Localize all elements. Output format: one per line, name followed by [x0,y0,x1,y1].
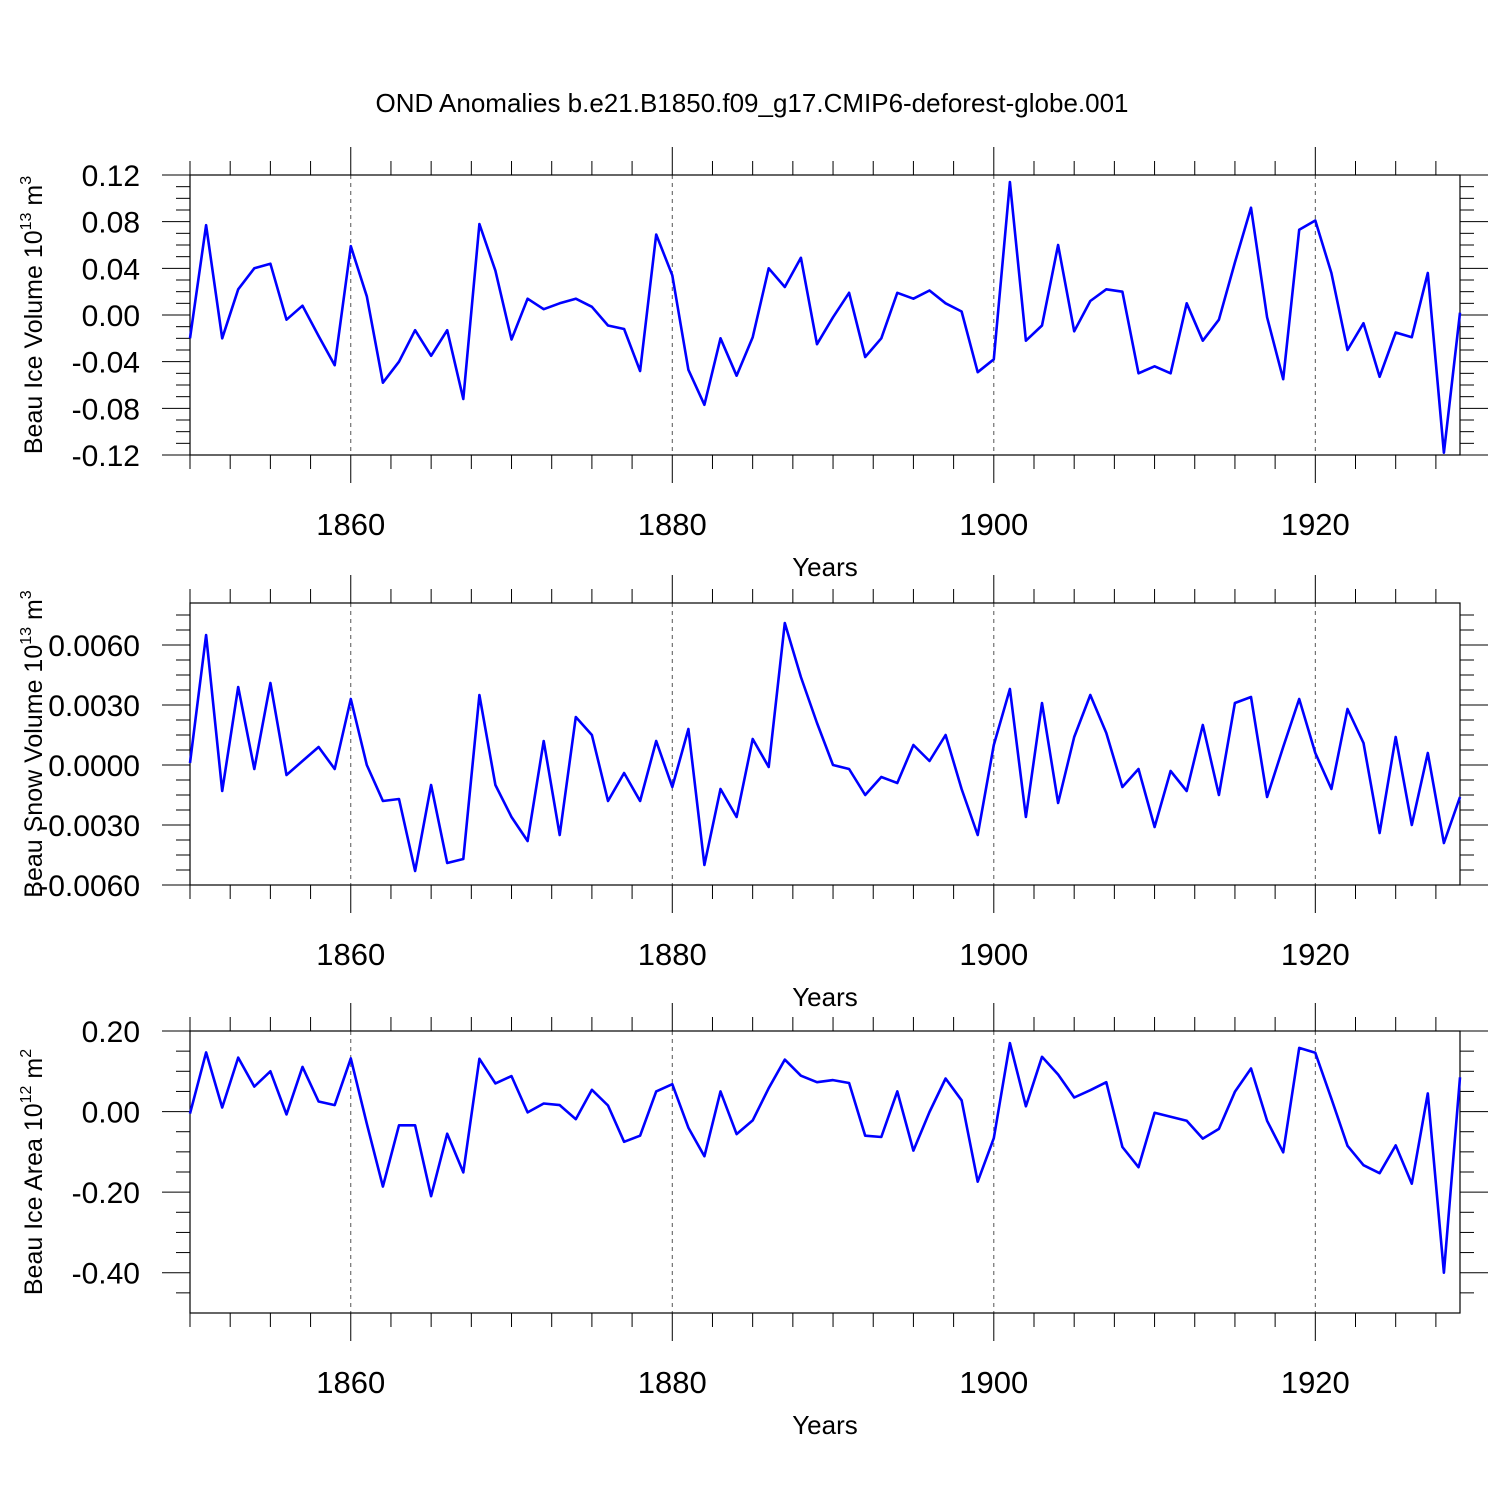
y-tick-label: -0.08 [72,393,140,426]
chart-title: OND Anomalies b.e21.B1850.f09_g17.CMIP6-… [375,88,1128,118]
series-line [188,180,1462,455]
y-tick-label: 0.04 [82,253,140,286]
x-tick-label: 1920 [1281,1365,1350,1400]
x-tick-label: 1900 [959,1365,1028,1400]
y-axis-label: Beau Snow Volume 1013 m3 [18,590,48,898]
x-tick-label: 1920 [1281,507,1350,542]
y-tick-label: 0.0060 [48,630,140,663]
x-tick-label: 1880 [638,937,707,972]
y-tick-label: -0.20 [72,1177,140,1210]
x-tick-label: 1860 [316,507,385,542]
panel-ice-volume: -0.12 -0.08 -0.04 0.00 0.04 0.08 0.12 1860 1880 1… [18,147,1488,582]
y-tick-label: -0.40 [72,1258,140,1291]
series-line [188,621,1462,873]
y-axis-label: Beau Ice Area 1012 m2 [18,1049,48,1295]
x-tick-label: 1900 [959,937,1028,972]
x-tick-label: 1860 [316,937,385,972]
y-tick-label: 0.00 [82,1097,140,1130]
panel-ice-area: -0.40 -0.20 0.00 0.20 1860 1880 1900 1920 Years B… [18,1003,1488,1440]
x-axis-label: Years [792,1410,858,1440]
plot-frame [189,174,1461,456]
y-tick-label: 0.12 [82,160,140,193]
panel-snow-volume: -0.0060 -0.0030 0.0000 0.0030 0.0060 1860 1880… [18,575,1488,1012]
x-tick-label: 1900 [959,507,1028,542]
y-tick-label: 0.0030 [48,690,140,723]
y-tick-label: 0.08 [82,207,140,240]
y-axis-label: Beau Ice Volume 1013 m3 [18,176,48,454]
plot-frame [189,602,1461,886]
x-axis-label: Years [792,982,858,1012]
y-tick-label: 0.0000 [48,750,140,783]
x-tick-label: 1920 [1281,937,1350,972]
x-tick-label: 1880 [638,1365,707,1400]
y-tick-label: -0.0060 [38,870,140,903]
y-tick-label: -0.12 [72,440,140,473]
series-line [188,1041,1462,1274]
y-tick-label: -0.0030 [38,810,140,843]
x-axis-label: Years [792,552,858,582]
y-tick-label: 0.20 [82,1016,140,1049]
y-tick-label: -0.04 [72,347,140,380]
x-tick-label: 1860 [316,1365,385,1400]
x-tick-label: 1880 [638,507,707,542]
y-tick-label: 0.00 [82,300,140,333]
